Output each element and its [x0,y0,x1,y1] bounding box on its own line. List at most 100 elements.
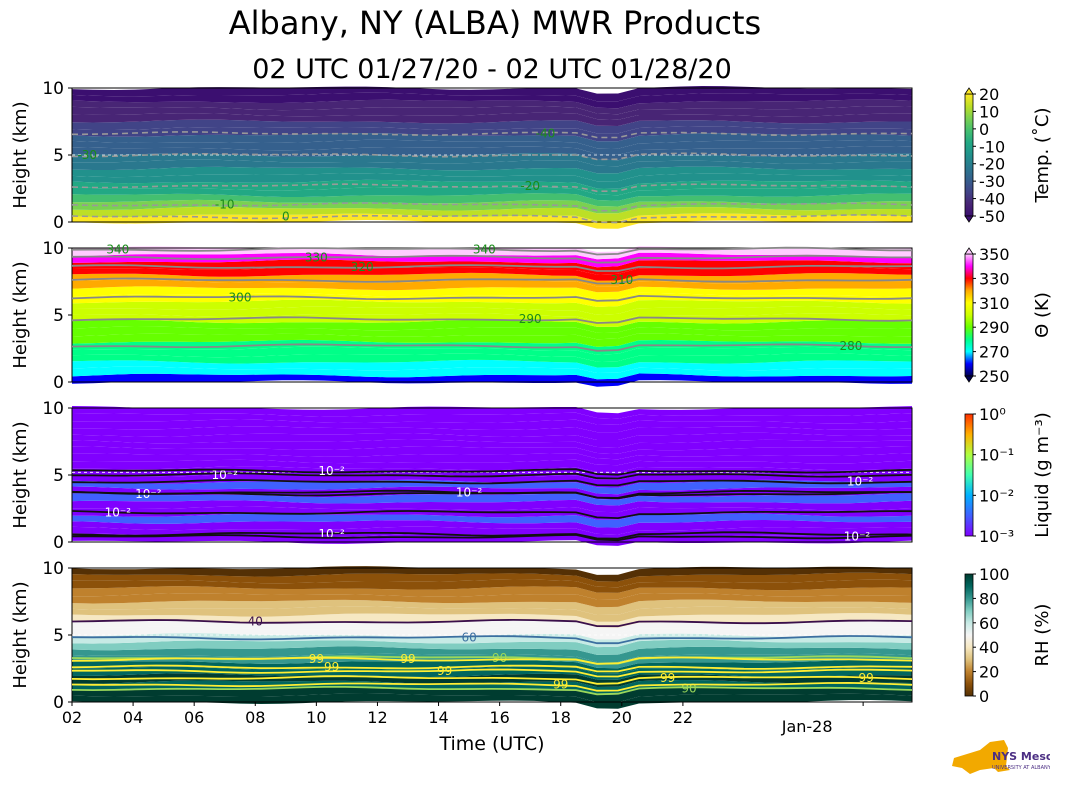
field-band [72,593,912,608]
colorbar-theta: 350 330 310 290 270 250 Θ (K) [964,245,1053,386]
colorbar-gradient [964,573,974,697]
contour-label: 10⁻² [456,485,483,499]
contour-line [71,510,913,520]
x-tick-label: 10 [306,708,326,727]
contour-label: 99 [660,671,675,685]
field-band [72,119,912,134]
field-band [72,459,912,473]
colorbar-label: Temp. (˚C) [1032,107,1053,203]
y-tick-label: 10 [42,79,64,99]
field-band [72,499,912,513]
field-band [72,586,912,600]
contour-label: -20 [520,179,540,193]
panel-liquid: 10⁻² 10⁻² 10⁻² 10⁻² 10⁻² 10⁻² 10⁻² 10⁻² 0 5 10 Heig… [10,399,1053,553]
field-band [72,633,912,648]
colorbar-gradient [964,413,974,537]
field-temperature [72,86,912,229]
contour-line [71,656,913,665]
contour-line [71,343,912,352]
colorbar-tick-label: 60 [979,614,999,633]
colorbar-gradient [964,253,974,377]
contour-line [71,489,913,499]
contour-label: -10 [215,198,235,212]
field-band [72,346,912,362]
field-band [72,419,912,433]
contour-label: 99 [309,652,324,666]
contour-line [71,264,913,272]
field-band [72,193,912,207]
colorbar-rh: 100 80 60 40 20 0 RH (%) [964,565,1053,706]
field-band [72,86,912,102]
colorbar-tick-label: 10⁰ [979,405,1006,424]
contour-line [71,664,913,673]
colorbar-tick-label: 20 [979,85,999,104]
x-axis: 02 04 06 08 10 12 14 16 18 20 22 Jan-28 Time (UTC) [62,702,864,755]
x-tick-label: 08 [245,708,265,727]
contour-label: 10⁻² [844,530,871,544]
field-band [72,159,912,174]
y-axis-label: Height (km) [10,261,31,368]
colorbar-liquid: 10⁰ 10⁻¹ 10⁻² 10⁻³ Liquid (g m⁻³) [964,405,1053,546]
field-band [72,206,912,221]
contour-line [71,294,913,302]
y-tick-label: 0 [53,533,64,553]
colorbar-label: Liquid (g m⁻³) [1032,412,1053,537]
field-band [72,286,912,300]
colorbar-tick-label: 0 [979,687,989,706]
colorbar-tick-label: -30 [979,172,1005,191]
contour-line [71,214,913,224]
field-band [72,493,912,506]
field-band [72,106,912,120]
y-tick-label: 5 [53,306,64,326]
svg-text:NYS Mesonet: NYS Mesonet [992,750,1050,763]
colorbar-tick-label: -10 [979,137,1005,156]
y-axis-label: Height (km) [10,101,31,208]
y-tick-label: 10 [42,239,64,259]
colorbar-extend-bottom [964,215,974,223]
y-tick-label: 5 [53,146,64,166]
field-band [72,599,912,615]
x-tick-label-date: Jan-28 [781,717,833,736]
field-band [72,279,912,293]
contour-label: -40 [536,127,556,141]
field-band [72,572,912,588]
field-band [72,259,912,275]
field-band [72,520,912,535]
contour-label: 330 [305,250,328,264]
svg-text:UNIVERSITY AT ALBANY: UNIVERSITY AT ALBANY [992,765,1050,771]
y-tick-label: 0 [53,373,64,393]
contour-line [72,668,913,678]
contour-label: 310 [610,273,633,287]
field-band [72,466,912,480]
field-band [72,513,912,528]
contour-label: 99 [437,664,452,678]
field-band [72,319,912,333]
contour-label: 99 [859,671,874,685]
colorbar-label: RH (%) [1032,604,1053,667]
field-band [72,299,912,315]
field-band [72,146,912,161]
field-band [72,326,912,340]
field-band [72,166,912,182]
field-band [72,686,912,703]
x-axis-label: Time (UTC) [438,733,544,755]
field-band [72,153,912,167]
field-band [72,626,912,640]
field-band [72,639,912,655]
field-band [72,186,912,201]
contour-label: 320 [351,260,374,274]
colorbar-tick-label: -20 [979,155,1005,174]
contour-line [71,681,913,692]
contour-line [71,686,913,696]
y-tick-label: 10 [42,559,64,579]
contour-line [72,533,913,542]
colorbar-tick-label: 80 [979,589,999,608]
x-tick-label: 20 [612,708,632,727]
contour-line [71,531,912,540]
contour-line [71,202,913,212]
